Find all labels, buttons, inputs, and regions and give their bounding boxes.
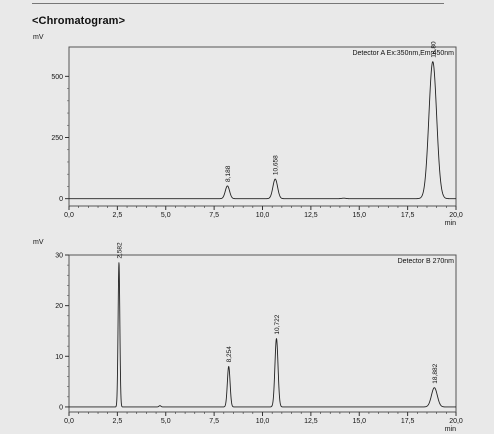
- chart2-x-axis-label: min: [445, 426, 456, 433]
- chart2-x-tick-label: 10,0: [256, 418, 270, 425]
- top-rule: [32, 3, 444, 4]
- chart1-y-tick-label: 500: [51, 74, 63, 81]
- chart2-y-tick-label: 0: [59, 404, 63, 411]
- chart1-y-axis-label: mV: [33, 34, 44, 41]
- chart1-x-tick-label: 2,5: [113, 212, 123, 219]
- chart2-x-tick-label: 5,0: [161, 418, 171, 425]
- chart2-x-tick-label: 0,0: [64, 418, 74, 425]
- chart2-x-tick-label: 2,5: [113, 418, 123, 425]
- chart2-y-axis-label: mV: [33, 239, 44, 246]
- chart2-y-tick-label: 30: [55, 253, 63, 260]
- chart2-y-tick-label: 10: [55, 354, 63, 361]
- chart1-x-tick-label: 10,0: [256, 212, 270, 219]
- chart1-y-tick-label: 0: [59, 196, 63, 203]
- chart1-x-tick-label: 0,0: [64, 212, 74, 219]
- chart2-peak-label: 18,882: [432, 363, 439, 383]
- chart1-x-tick-label: 20,0: [449, 212, 463, 219]
- chart1-x-tick-label: 17,5: [401, 212, 415, 219]
- chart2-peak-label: 10,722: [274, 314, 281, 334]
- chart1-signal-line: [68, 61, 457, 200]
- chart2-signal-line: [68, 262, 457, 408]
- chart1-x-tick-label: 5,0: [161, 212, 171, 219]
- chart1-plot-frame: [68, 46, 457, 207]
- chart1-y-tick-label: 250: [51, 135, 63, 142]
- chart1-peak-label: 8,188: [225, 165, 232, 182]
- chart1-detector-label: Detector A Ex:350nm,Em:450nm: [352, 50, 454, 57]
- chart2-y-tick-label: 20: [55, 303, 63, 310]
- chart1-peak-label: 10,658: [273, 155, 280, 175]
- chart1-x-axis-label: min: [445, 220, 456, 227]
- chart2-x-tick-label: 12,5: [304, 418, 318, 425]
- chart1-x-tick-label: 12,5: [304, 212, 318, 219]
- chart2-peak-label: 8,254: [226, 346, 233, 363]
- page-title: <Chromatogram>: [32, 15, 126, 27]
- chart2-x-tick-label: 20,0: [449, 418, 463, 425]
- chart1-x-tick-label: 15,0: [352, 212, 366, 219]
- chart2-plot-frame: [68, 254, 457, 413]
- chart2-detector-label: Detector B 270nm: [398, 258, 455, 265]
- chart2-x-tick-label: 17,5: [401, 418, 415, 425]
- chart2-peak-label: 2,582: [116, 242, 123, 259]
- chart1-x-tick-label: 7,5: [209, 212, 219, 219]
- chart2-x-tick-label: 15,0: [352, 418, 366, 425]
- chart1-peak-label: 18,80: [430, 41, 437, 58]
- chart2-x-tick-label: 7,5: [209, 418, 219, 425]
